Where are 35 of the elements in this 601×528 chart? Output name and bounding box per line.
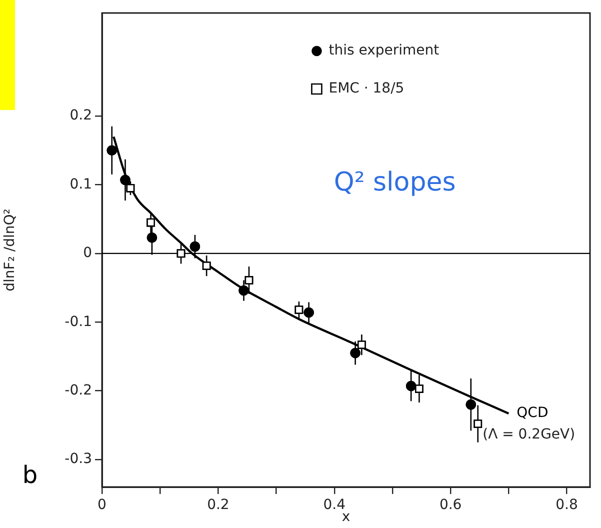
point xyxy=(120,174,130,186)
y-tick-label: -0.2 xyxy=(64,382,92,398)
annotation: (Λ = 0.2GeV) xyxy=(482,426,576,442)
point xyxy=(238,285,249,296)
point xyxy=(294,306,304,314)
legend-label: this experiment xyxy=(328,42,440,59)
point xyxy=(176,249,186,258)
series-label: QCD xyxy=(516,405,548,422)
point xyxy=(415,384,424,393)
legend-label: EMC · 18/5 xyxy=(328,80,404,97)
y-tick-label: -0.3 xyxy=(64,451,92,468)
y-axis-title: dlnF₂ /dlnQ² xyxy=(2,208,18,292)
point xyxy=(190,241,200,252)
text: b xyxy=(22,461,38,490)
point xyxy=(146,232,158,243)
point xyxy=(244,276,254,284)
x-tick-label: 0 xyxy=(98,497,106,514)
y-tick-label: 0 xyxy=(83,245,92,262)
point xyxy=(350,348,360,358)
x-tick-label: 0.6 xyxy=(439,497,462,514)
point xyxy=(358,340,366,349)
y-tick-label: -0.1 xyxy=(64,314,92,330)
point xyxy=(106,145,118,156)
point xyxy=(202,262,211,270)
x-tick-label: 0.2 xyxy=(207,497,230,514)
point xyxy=(126,184,135,192)
y-tick-label: 0.1 xyxy=(70,176,92,192)
point xyxy=(146,218,155,227)
point xyxy=(304,307,314,318)
x-tick-label: 0.8 xyxy=(556,497,578,514)
point xyxy=(466,399,476,410)
point xyxy=(406,380,416,392)
y-tick-label: 0.2 xyxy=(70,108,92,124)
point xyxy=(474,420,482,428)
annotation: Q² slopes xyxy=(334,167,456,198)
